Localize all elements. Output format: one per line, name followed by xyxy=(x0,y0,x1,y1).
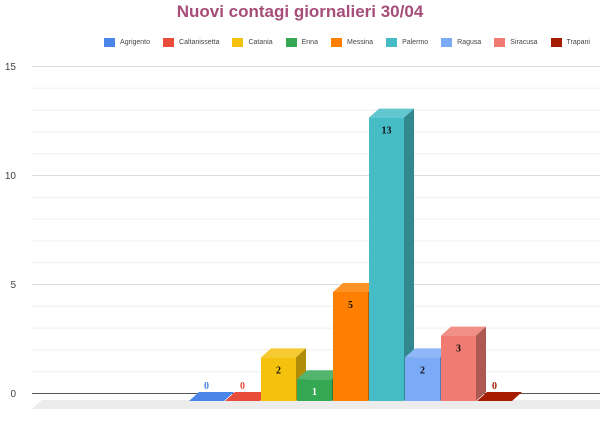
legend-item: Ragusa xyxy=(441,37,482,47)
legend-label: Palermo xyxy=(402,38,429,46)
legend-label: Messina xyxy=(346,38,374,46)
bar-value-label: 0 xyxy=(492,381,497,392)
bar xyxy=(441,335,476,401)
legend-swatch xyxy=(104,37,116,47)
legend-swatch xyxy=(285,37,297,47)
bar-top xyxy=(261,348,306,358)
bar-top xyxy=(441,326,486,336)
legend-label: Enna xyxy=(301,38,318,46)
y-tick-label: 0 xyxy=(10,389,16,400)
bar xyxy=(297,379,332,401)
bar xyxy=(261,357,296,401)
legend-label: Agrigento xyxy=(120,38,151,46)
chart-floor xyxy=(32,400,600,409)
legend-label: Caltanissetta xyxy=(179,38,220,46)
bar-top xyxy=(225,392,270,401)
legend-swatch xyxy=(441,37,453,47)
legend-swatch xyxy=(386,37,398,47)
legend-item: Messina xyxy=(330,37,374,47)
bar-value-label: 2 xyxy=(276,365,281,376)
legend-swatch xyxy=(330,37,342,47)
chart-title: Nuovi contagi giornalieri 30/04 xyxy=(176,2,424,21)
bar-side xyxy=(404,108,414,401)
y-tick-label: 10 xyxy=(5,171,17,182)
legend-item: Palermo xyxy=(386,37,429,47)
bar xyxy=(369,117,404,401)
legend-item: Caltanissetta xyxy=(163,37,220,47)
legend-swatch xyxy=(232,37,244,47)
bar-value-label: 5 xyxy=(348,300,353,311)
legend-item: Siracusa xyxy=(494,37,538,47)
bar-value-label: 13 xyxy=(382,126,392,137)
bar xyxy=(333,292,368,401)
legend-swatch xyxy=(494,37,506,47)
legend-item: Enna xyxy=(285,37,318,47)
bar-top xyxy=(477,392,522,401)
chart-legend: Agrigento Caltanissetta Catania Enna Messina… xyxy=(0,35,600,49)
legend-item: Trapani xyxy=(550,37,590,47)
legend-swatch xyxy=(163,37,175,47)
legend-label: Catania xyxy=(248,38,273,46)
bar-value-label: 0 xyxy=(204,381,209,392)
bar-value-label: 0 xyxy=(240,381,245,392)
bar-top xyxy=(405,348,450,358)
legend-item: Catania xyxy=(232,37,273,47)
bar-side xyxy=(476,326,486,401)
y-tick-label: 15 xyxy=(5,62,17,73)
legend-swatch xyxy=(550,37,562,47)
bar-value-label: 1 xyxy=(312,387,317,398)
legend-label: Ragusa xyxy=(457,38,482,46)
y-tick-label: 5 xyxy=(10,280,16,291)
legend-item: Agrigento xyxy=(104,37,151,47)
bar-value-label: 2 xyxy=(420,365,425,376)
bar-top xyxy=(333,283,378,292)
legend-label: Trapani xyxy=(566,38,590,46)
bar xyxy=(405,357,440,401)
bar-value-label: 3 xyxy=(456,344,461,355)
bar-top xyxy=(369,108,414,118)
legend-label: Siracusa xyxy=(510,38,538,46)
bar-top xyxy=(189,392,234,401)
bar-top xyxy=(297,370,342,380)
